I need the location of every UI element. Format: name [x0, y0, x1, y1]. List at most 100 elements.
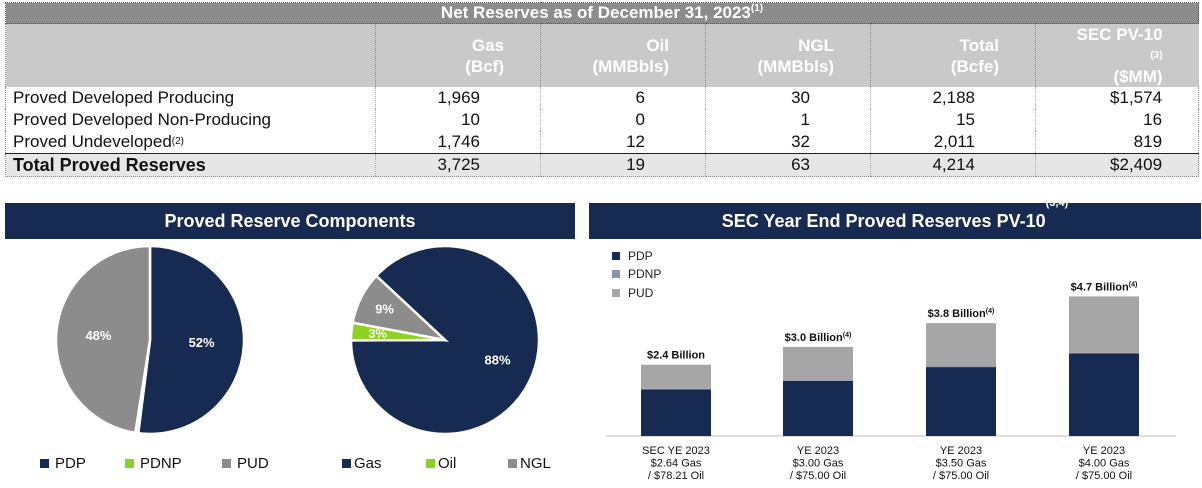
pie-slice-ngl [351, 274, 449, 343]
total-label: Total Proved Reserves [5, 153, 376, 177]
pv10-stacked-bar-chart: $2.4 Billion SEC YE 2023$2.64 Gas/ $78.21… [606, 281, 1176, 482]
bar-total-label: $4.7 Billion(4) [1071, 281, 1138, 293]
header-ngl-line1: NGL [798, 35, 834, 55]
legend-label: PDP [55, 455, 86, 472]
proved-reserve-components-header: Proved Reserve Components [5, 203, 575, 239]
pie2-legend-gas: Gas [342, 455, 382, 472]
bar-total-label: $3.0 Billion(4) [785, 332, 852, 344]
pdp-swatch [612, 252, 620, 260]
pie1-legend-pdnp: PDNP [125, 455, 182, 472]
row-label: Proved Developed Non-Producing [5, 109, 376, 131]
pie-data-label-gas: 88% [484, 353, 510, 368]
bar-segment-pdnp [926, 366, 996, 368]
cell-oil: 0 [540, 109, 706, 131]
pie1-legend-pud: PUD [222, 455, 269, 472]
cell-gas: 10 [375, 109, 541, 131]
bar-segment-pdp [926, 367, 996, 436]
legend-label: PDNP [140, 455, 182, 472]
row-label-note: (2) [171, 136, 185, 147]
pdnp-swatch [125, 459, 134, 468]
bar-segment-pud [1069, 296, 1139, 353]
bar-segment-pdp [1069, 353, 1139, 436]
table-title-note: (1) [750, 3, 764, 14]
gas-swatch [342, 459, 351, 468]
cell-gas: 1,969 [375, 87, 541, 109]
right-panel-title-note: (3,4) [1045, 197, 1069, 209]
cell-ngl: 1 [705, 109, 871, 131]
header-total-line2: (Bcfe) [950, 56, 999, 76]
header-pv10-note: (3) [1150, 50, 1163, 61]
cell-total: 2,011 [870, 131, 1036, 154]
header-gas: Gas (Bcf) [375, 23, 541, 87]
cell-oil: 12 [540, 131, 706, 154]
cell-oil: 6 [540, 87, 706, 109]
bar-segment-pud [641, 364, 711, 389]
right-panel-title: SEC Year End Proved Reserves PV-10 [721, 211, 1046, 231]
cell-gas: 1,746 [375, 131, 541, 154]
legend-label: Gas [354, 455, 382, 472]
header-pv10-line2: ($MM) [1113, 67, 1163, 86]
header-oil: Oil (MMBbls) [540, 23, 706, 87]
x-tick-label: / $75.00 Oil [933, 470, 989, 482]
pie2-legend-oil: Oil [426, 455, 456, 472]
pie-slice-pud [54, 244, 152, 435]
x-tick-label: / $78.21 Oil [648, 470, 704, 482]
bar-segment-pdnp [641, 388, 711, 390]
ngl-swatch [508, 459, 517, 468]
pud-swatch [222, 459, 231, 468]
header-oil-line1: Oil [646, 35, 669, 55]
legend-label: PDP [628, 249, 653, 263]
x-tick-label: $4.00 Gas [1079, 458, 1130, 470]
row-label: Proved Undeveloped(2) [5, 131, 376, 154]
bar-segment-pud [926, 323, 996, 367]
cell-pv10: $1,574 [1034, 87, 1200, 109]
header-gas-line1: Gas [471, 35, 504, 55]
row-label-text: Proved Undeveloped [13, 132, 172, 151]
cell-total: 15 [870, 109, 1036, 131]
pie-chart-reserve-category: 52% 48% [54, 244, 246, 436]
bar-segment-pdnp [783, 380, 853, 381]
header-ngl: NGL (MMBbls) [705, 23, 871, 87]
legend-label: PDNP [628, 267, 662, 281]
header-gas-line2: (Bcf) [465, 56, 504, 76]
pie-chart-product-mix: 88% 3% 9% [349, 244, 541, 436]
row-label: Proved Developed Producing [5, 87, 376, 109]
header-pv10-line1: SEC PV-10 (3) [1036, 24, 1163, 66]
bar-total-label: $2.4 Billion [647, 350, 705, 362]
cell-ngl: 32 [705, 131, 871, 154]
cell-ngl: 30 [705, 87, 871, 109]
table-title: Net Reserves as of December 31, 2023(1) [4, 2, 1200, 24]
pie-slice-pdp [136, 244, 246, 436]
x-tick-label: $3.00 Gas [793, 458, 844, 470]
table-row-pud: Proved Undeveloped(2) 1,746 12 32 2,011 … [5, 131, 1200, 154]
x-tick-label: / $75.00 Oil [790, 470, 846, 482]
legend-label: NGL [520, 455, 551, 472]
table-header-row: Gas (Bcf) Oil (MMBbls) NGL (MMBbls) Total (B… [5, 23, 1199, 87]
header-ngl-line2: (MMBbls) [757, 56, 834, 76]
pie-data-label-oil: 3% [368, 326, 387, 341]
cell-pv10: 16 [1034, 109, 1200, 131]
x-tick-label: YE 2023 [1083, 445, 1125, 457]
x-tick-label: / $75.00 Oil [1076, 470, 1132, 482]
pie-data-label-ngl: 9% [375, 301, 394, 316]
x-tick-label: SEC YE 2023 [642, 445, 710, 457]
cell-pv10: $2,409 [1034, 153, 1200, 177]
cell-pv10: 819 [1034, 131, 1200, 154]
bar-segment-pdp [641, 389, 711, 436]
oil-swatch [426, 459, 435, 468]
header-total: Total (Bcfe) [870, 23, 1036, 87]
cell-gas: 3,725 [375, 153, 541, 177]
bar-legend-pud: PUD [612, 286, 653, 300]
table-title-text: Net Reserves as of December 31, 2023 [440, 3, 751, 22]
table-title-row: Net Reserves as of December 31, 2023(1) [4, 2, 1200, 24]
pud-swatch [612, 289, 620, 297]
bar-total-label: $3.8 Billion(4) [928, 308, 995, 320]
bar-segment-pdnp [1069, 352, 1139, 354]
x-tick-label: YE 2023 [940, 445, 982, 457]
bar-legend-pdp: PDP [612, 249, 653, 263]
header-total-line1: Total [959, 35, 999, 55]
legend-label: PUD [628, 286, 654, 300]
table-row-total: Total Proved Reserves 3,725 19 63 4,214 … [5, 153, 1200, 177]
header-pv10: SEC PV-10 (3) ($MM) [1034, 23, 1199, 87]
cell-oil: 19 [540, 153, 706, 177]
